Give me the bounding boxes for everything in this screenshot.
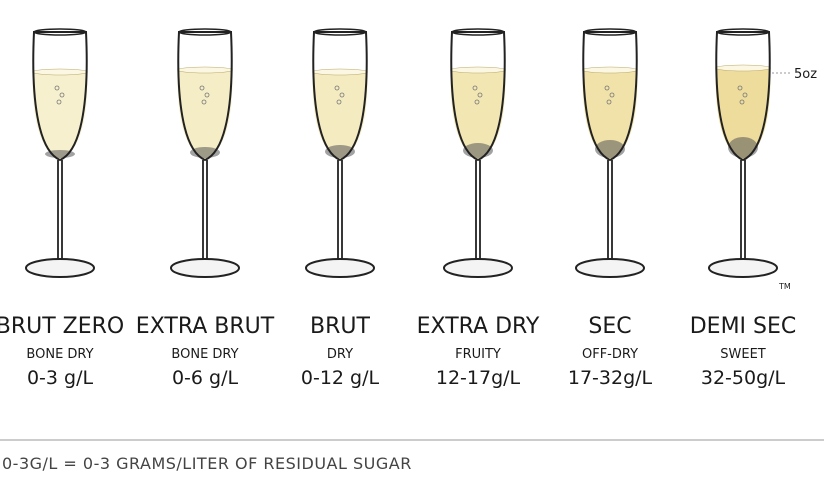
footnote: 0-3G/L = 0-3 GRAMS/LITER OF RESIDUAL SUG… xyxy=(2,454,412,473)
sugar-range: 0-12 g/L xyxy=(301,367,380,389)
bubble xyxy=(204,92,210,98)
liquid xyxy=(177,70,233,160)
sugar-range: 0-3 g/L xyxy=(27,367,94,389)
glass-bowl xyxy=(715,31,771,162)
sediment xyxy=(728,137,758,158)
bubble xyxy=(199,85,205,91)
glass-stem xyxy=(57,160,63,262)
glass-stem xyxy=(607,160,613,262)
bubble xyxy=(334,85,340,91)
bubble xyxy=(339,92,345,98)
bubble xyxy=(604,85,610,91)
liquid-surface xyxy=(582,66,638,74)
liquid xyxy=(32,72,88,160)
glass-name: DEMI SEC xyxy=(690,314,797,339)
liquid-surface xyxy=(450,66,506,74)
liquid-surface xyxy=(32,68,88,76)
liquid-surface xyxy=(177,66,233,74)
glass-rim xyxy=(178,28,232,36)
glass-bowl xyxy=(177,31,233,162)
glass-base xyxy=(443,258,513,278)
bubble xyxy=(56,99,62,105)
glass-stem xyxy=(740,160,746,262)
glass-stem xyxy=(202,160,208,262)
glass-name: BRUT xyxy=(310,314,370,339)
glass-style: BONE DRY xyxy=(171,347,238,362)
bubble xyxy=(606,99,612,105)
glass-base xyxy=(575,258,645,278)
bubble xyxy=(609,92,615,98)
glass-bowl xyxy=(32,31,88,162)
liquid xyxy=(450,70,506,160)
bubble xyxy=(201,99,207,105)
liquid xyxy=(312,72,368,160)
glass-base xyxy=(708,258,778,278)
glass-bowl xyxy=(312,31,368,162)
bubble xyxy=(59,92,65,98)
bubble xyxy=(54,85,60,91)
sugar-range: 32-50g/L xyxy=(701,367,786,389)
glass-name: SEC xyxy=(588,314,631,339)
liquid xyxy=(582,70,638,160)
glass-rim xyxy=(716,28,770,36)
bubble xyxy=(472,85,478,91)
volume-label: 5oz xyxy=(794,67,817,82)
bubble xyxy=(477,92,483,98)
sugar-range: 0-6 g/L xyxy=(172,367,239,389)
bubble xyxy=(336,99,342,105)
glass-name: EXTRA BRUT xyxy=(136,314,275,339)
bubble xyxy=(474,99,480,105)
trademark: TM xyxy=(778,282,791,291)
glass-name: EXTRA DRY xyxy=(417,314,540,339)
glass-name: BRUT ZERO xyxy=(0,314,124,339)
glass-style: FRUITY xyxy=(455,347,501,362)
glass-style: SWEET xyxy=(720,347,766,362)
glass-base xyxy=(170,258,240,278)
glass-base xyxy=(25,258,95,278)
glass-style: DRY xyxy=(327,347,353,362)
bubble xyxy=(739,99,745,105)
sediment xyxy=(595,140,625,158)
sugar-range: 17-32g/L xyxy=(568,367,653,389)
glass-bowl xyxy=(582,31,638,162)
liquid xyxy=(715,68,771,160)
bubble xyxy=(742,92,748,98)
glass-style: OFF-DRY xyxy=(582,347,638,362)
liquid-surface xyxy=(312,68,368,76)
glass-bowl xyxy=(450,31,506,162)
glass-rim xyxy=(451,28,505,36)
bubble xyxy=(737,85,743,91)
glass-stem xyxy=(337,160,343,262)
glass-style: BONE DRY xyxy=(26,347,93,362)
glass-rim xyxy=(583,28,637,36)
sugar-range: 12-17g/L xyxy=(436,367,521,389)
glass-rim xyxy=(313,28,367,36)
liquid-surface xyxy=(715,64,771,72)
glass-base xyxy=(305,258,375,278)
glass-stem xyxy=(475,160,481,262)
glass-rim xyxy=(33,28,87,36)
